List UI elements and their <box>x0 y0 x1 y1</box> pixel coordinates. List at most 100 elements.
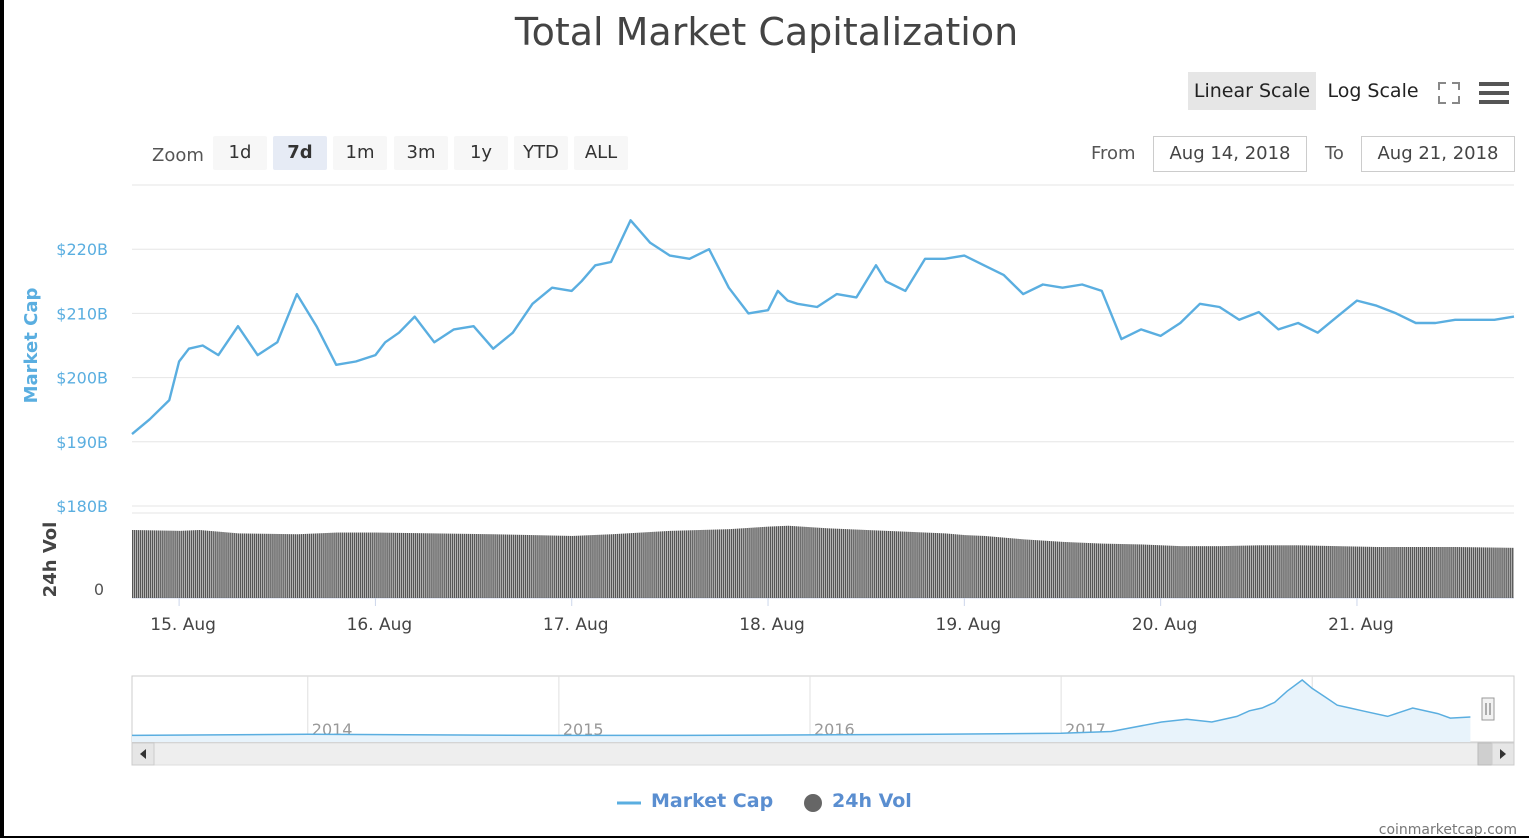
volume-bar <box>516 534 519 598</box>
volume-bar <box>432 533 434 598</box>
volume-bar <box>161 530 163 598</box>
volume-bar <box>577 535 580 598</box>
volume-bar <box>357 532 360 598</box>
volume-bar <box>414 533 417 598</box>
volume-bar <box>312 533 315 598</box>
volume-bar <box>1115 543 1117 598</box>
volume-bar <box>1048 541 1051 598</box>
volume-bar <box>876 530 878 598</box>
volume-bar <box>1174 545 1176 598</box>
volume-bar <box>1176 545 1178 598</box>
volume-bar <box>1129 544 1131 598</box>
credit-text[interactable]: coinmarketcap.com <box>1378 822 1517 838</box>
volume-bar <box>948 533 951 598</box>
volume-bar <box>1158 545 1161 598</box>
volume-bar <box>1178 546 1180 598</box>
volume-bar <box>1398 547 1400 598</box>
volume-bar <box>1282 545 1284 598</box>
zoom-1y-button[interactable]: 1y <box>454 136 508 170</box>
volume-bar <box>328 532 330 598</box>
volume-bar <box>895 531 898 598</box>
zoom-ytd-button[interactable]: YTD <box>514 136 568 170</box>
volume-bar <box>552 535 554 598</box>
volume-bar <box>173 530 175 598</box>
volume-bar <box>503 534 505 598</box>
volume-bar <box>1066 542 1068 598</box>
zoom-7d-button[interactable]: 7d <box>273 136 327 170</box>
volume-bar <box>809 527 811 598</box>
volume-bar <box>1256 545 1259 598</box>
volume-bar <box>546 535 548 598</box>
volume-bar <box>393 532 395 598</box>
volume-bar <box>1435 547 1437 598</box>
zoom-1d-button[interactable]: 1d <box>213 136 267 170</box>
volume-bar <box>1512 547 1514 598</box>
log-scale-button[interactable]: Log Scale <box>1327 80 1419 102</box>
volume-bar <box>791 526 793 598</box>
fullscreen-icon[interactable] <box>1436 80 1462 106</box>
legend-market-cap[interactable]: Market Cap <box>651 790 774 812</box>
volume-bar <box>585 535 587 598</box>
y-axis-title-24h-vol: 24h Vol <box>40 522 61 598</box>
from-date-input[interactable]: Aug 14, 2018 <box>1153 136 1307 172</box>
x-tick-label: 19. Aug <box>936 615 1002 635</box>
volume-bar <box>249 533 252 598</box>
volume-bar <box>581 535 583 598</box>
volume-bar <box>1353 546 1355 598</box>
volume-bar <box>451 533 454 598</box>
volume-bar <box>1341 546 1343 598</box>
volume-bar <box>1280 545 1282 598</box>
volume-bar <box>685 530 687 598</box>
menu-icon[interactable] <box>1478 80 1510 106</box>
volume-bar <box>291 534 293 598</box>
volume-bar <box>542 535 544 598</box>
volume-bar <box>1086 542 1088 598</box>
volume-bar <box>281 534 283 598</box>
volume-bar <box>1194 546 1196 598</box>
volume-bar <box>777 526 780 598</box>
to-date-input[interactable]: Aug 21, 2018 <box>1361 136 1515 172</box>
volume-bar <box>1211 546 1214 598</box>
linear-scale-button[interactable]: Linear Scale <box>1188 72 1316 110</box>
volume-bar <box>919 532 921 598</box>
volume-bar <box>1023 539 1025 598</box>
volume-bar <box>593 535 595 598</box>
volume-bar <box>605 534 607 598</box>
volume-bar <box>736 528 739 598</box>
volume-bar <box>169 530 171 598</box>
volume-bar <box>1093 543 1096 598</box>
volume-bar <box>740 528 742 598</box>
volume-bar <box>1451 547 1453 598</box>
volume-bar <box>1148 544 1151 598</box>
volume-bar <box>216 531 218 598</box>
volume-bar <box>893 531 896 598</box>
volume-bar <box>1490 547 1492 598</box>
volume-bar <box>283 534 285 598</box>
volume-bar <box>304 533 307 598</box>
zoom-all-button[interactable]: ALL <box>574 136 628 170</box>
volume-bar <box>1095 543 1098 598</box>
volume-bar <box>1323 545 1325 598</box>
volume-bar <box>132 530 134 598</box>
zoom-1m-button[interactable]: 1m <box>333 136 387 170</box>
volume-bar <box>744 528 746 598</box>
navigator-line <box>131 679 1471 737</box>
volume-bar <box>1370 546 1373 598</box>
volume-bar <box>587 535 589 598</box>
volume-bar <box>913 532 915 598</box>
volume-bar <box>1084 542 1086 598</box>
legend-24h-vol[interactable]: 24h Vol <box>832 790 912 812</box>
volume-bar <box>491 534 493 598</box>
volume-bar <box>226 532 228 598</box>
zoom-3m-button[interactable]: 3m <box>394 136 448 170</box>
volume-bar <box>1494 547 1496 598</box>
volume-bar <box>345 532 348 598</box>
volume-bar <box>881 530 884 598</box>
volume-bar <box>711 529 713 598</box>
volume-bar <box>324 533 326 598</box>
volume-bar <box>334 532 336 598</box>
volume-bar <box>408 533 411 598</box>
volume-bar <box>1040 540 1043 598</box>
volume-bar <box>1033 539 1035 598</box>
volume-bar <box>571 535 574 598</box>
